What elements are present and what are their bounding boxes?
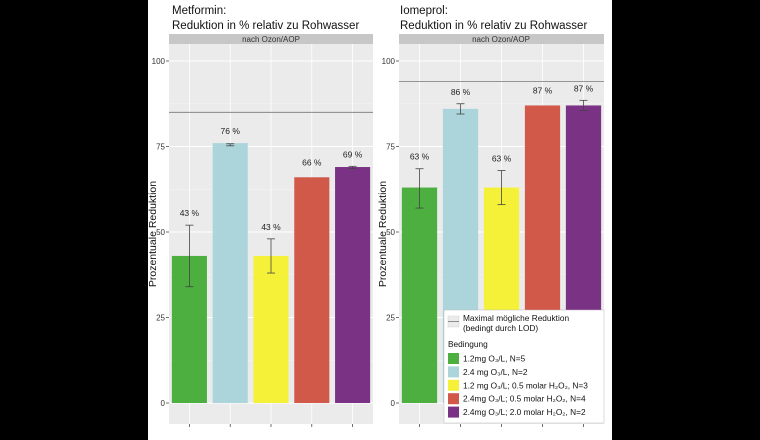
value-label-3: 43 % [261, 222, 281, 232]
bar-4 [294, 177, 330, 403]
value-label-3: 63 % [492, 153, 512, 163]
legend-items: 1.2mg O₃/L, N=5 2.4 mg O₃/L, N=2 1.2 mg O₃… [448, 353, 588, 418]
metformin-panel: Metformin: Reduktion in % relativ zu Roh… [147, 5, 373, 427]
iomeprol-y-axis-label: Prozentuale Reduktion [377, 181, 389, 287]
y-tick-label: 100 [382, 57, 396, 66]
y-tick-label: 75 [386, 143, 395, 152]
value-label-1: 43 % [180, 208, 200, 218]
metformin-subtitle: Reduktion in % relativ zu Rohwasser [172, 20, 359, 32]
iomeprol-facet-label: nach Ozon/AOP [472, 35, 530, 44]
y-tick-label: 25 [156, 314, 165, 323]
legend-swatch-2 [448, 366, 459, 378]
legend-box [443, 309, 605, 424]
iomeprol-error-bars [415, 99, 588, 209]
y-tick-label: 50 [386, 228, 395, 237]
iomeprol-subtitle: Reduktion in % relativ zu Rohwasser [400, 20, 587, 32]
legend-swatch-4 [448, 393, 459, 405]
legend-label-3: 1.2 mg O₃/L; 0.5 molar H₂O₂, N=3 [463, 380, 588, 390]
metformin-facet-label: nach Ozon/AOP [242, 35, 300, 44]
iomeprol-value-labels: 63 % 86 % 63 % 87 % 87 % [410, 84, 594, 164]
legend-label-2: 2.4 mg O₃/L, N=2 [463, 367, 528, 377]
y-tick-label: 25 [386, 314, 395, 323]
value-label-2: 76 % [221, 126, 241, 136]
y-tick-label: 100 [152, 57, 166, 66]
value-label-2: 86 % [451, 87, 471, 97]
legend-swatch-5 [448, 406, 459, 418]
y-tick-label: 0 [161, 399, 166, 408]
legend-swatch-1 [448, 353, 459, 364]
value-label-1: 63 % [410, 152, 430, 162]
bar-2 [212, 143, 248, 403]
metformin-title: Metformin: [172, 5, 226, 17]
bar-1 [401, 187, 438, 403]
legend-label-5: 2.4mg O₃/L; 2.0 molar H₂O₂, N=2 [463, 407, 586, 417]
legend-max-line-text-2: (bedingt durch LOD) [463, 323, 538, 333]
legend-swatch-3 [448, 379, 459, 391]
metformin-bars [171, 143, 371, 427]
legend-label-1: 1.2mg O₃/L, N=5 [463, 354, 526, 364]
y-tick-label: 75 [156, 143, 165, 152]
legend: Maximal mögliche Reduktion (bedingt durc… [443, 309, 605, 424]
metformin-y-axis: 0 25 50 75 100 [152, 57, 169, 408]
value-label-5: 69 % [343, 149, 363, 159]
metformin-y-axis-label: Prozentuale Reduktion [147, 181, 159, 287]
iomeprol-y-axis: 0 25 50 75 100 [382, 57, 399, 408]
legend-label-4: 2.4mg O₃/L; 0.5 molar H₂O₂, N=4 [463, 394, 586, 404]
value-label-5: 87 % [574, 84, 594, 94]
iomeprol-facet-strip [399, 34, 604, 44]
value-label-4: 87 % [533, 85, 553, 95]
bar-5 [335, 167, 371, 403]
metformin-value-labels: 43 % 76 % 43 % 66 % 69 % [180, 126, 363, 232]
legend-max-line-text-1: Maximal mögliche Reduktion [463, 313, 569, 323]
value-label-4: 66 % [302, 157, 322, 167]
metformin-facet-strip [169, 34, 373, 44]
metformin-error-bars [185, 143, 357, 288]
iomeprol-title: Iomeprol: [400, 5, 448, 17]
y-tick-label: 0 [391, 399, 396, 408]
bar-3 [253, 255, 289, 403]
y-tick-label: 50 [156, 228, 165, 237]
legend-header: Bedingung [448, 339, 488, 349]
